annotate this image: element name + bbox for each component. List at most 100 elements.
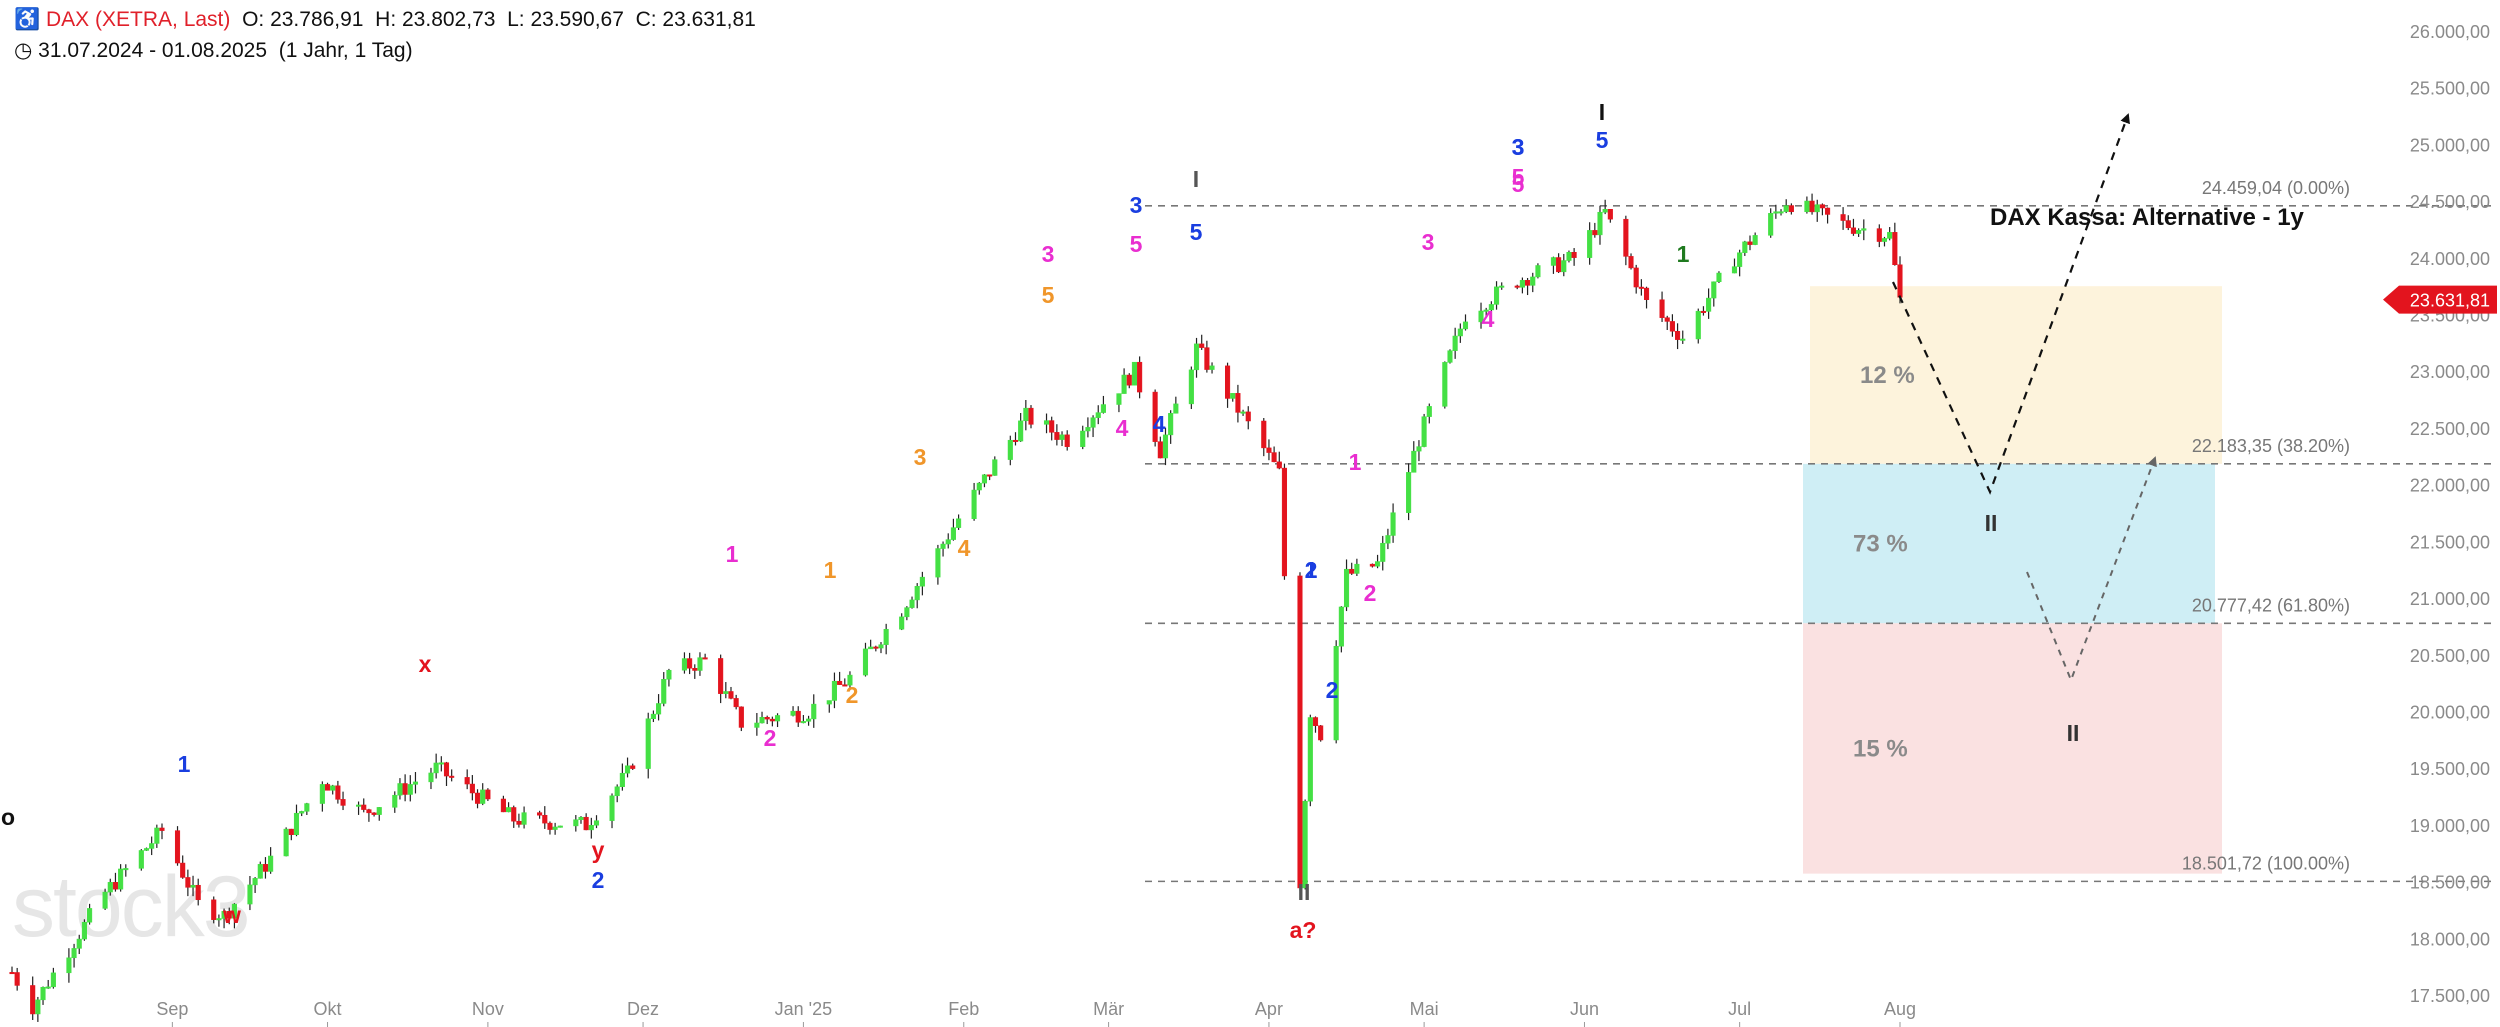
wave-label: a? (1290, 917, 1317, 943)
candle (1633, 267, 1639, 288)
candle (754, 722, 760, 728)
y-tick-label: 20.000,00 (2410, 702, 2490, 722)
wave-label: 4 (1153, 411, 1166, 437)
candle (1623, 218, 1629, 257)
candle (899, 616, 905, 630)
candle (412, 781, 419, 785)
candle (862, 648, 869, 676)
candle (1695, 310, 1701, 340)
candle (1271, 452, 1277, 463)
candle (1561, 260, 1567, 273)
candle (1380, 542, 1386, 562)
candle (1556, 257, 1562, 273)
candle (1783, 205, 1789, 212)
candle (1809, 200, 1815, 213)
candle (149, 843, 155, 849)
candle (107, 882, 113, 893)
candle (1261, 420, 1267, 449)
candle (981, 474, 987, 484)
wave-label: 1 (824, 557, 837, 583)
candle (547, 822, 553, 830)
candle (583, 816, 589, 831)
candle (1457, 328, 1463, 337)
candle (692, 668, 698, 671)
candle (873, 646, 879, 649)
candles-icon: ♿ (14, 8, 41, 31)
candle (935, 548, 941, 578)
candle (1638, 286, 1644, 289)
candle (909, 599, 915, 608)
candle (1550, 257, 1556, 266)
candle (697, 657, 703, 671)
candle (1742, 241, 1748, 253)
date-range: 31.07.2024 - 01.08.2025 (38, 39, 268, 62)
candle (45, 986, 51, 989)
wave-label: y (592, 837, 605, 863)
candle (506, 807, 512, 813)
candle (1597, 211, 1603, 236)
x-tick-label: Apr (1255, 999, 1283, 1019)
candle (1887, 232, 1893, 239)
wave-label: 5 (1596, 127, 1609, 153)
candle (81, 921, 87, 940)
candle (593, 820, 600, 826)
candle (1276, 461, 1282, 469)
x-tick-label: Dez (627, 999, 659, 1019)
fib-label: 18.501,72 (100.00%) (2182, 853, 2350, 873)
candle (397, 783, 403, 796)
candle (645, 718, 651, 769)
candle (1675, 331, 1681, 340)
candle (1602, 209, 1608, 213)
candle (1897, 264, 1903, 298)
candle (1499, 285, 1505, 288)
candle (1312, 717, 1319, 726)
candle (1607, 209, 1613, 220)
candle (1876, 228, 1882, 242)
y-tick-label: 25.000,00 (2410, 135, 2490, 155)
candle (1193, 343, 1200, 371)
candle (1566, 252, 1572, 261)
y-tick-label: 24.500,00 (2410, 192, 2490, 212)
candle (619, 772, 625, 787)
candle (185, 877, 191, 888)
fib-label: 20.777,42 (61.80%) (2192, 595, 2350, 615)
candle (231, 903, 237, 919)
candle (1442, 362, 1448, 407)
candle (811, 703, 817, 720)
candle (1225, 365, 1231, 399)
wave-label: I (1599, 99, 1605, 125)
candle (195, 884, 201, 901)
candle (299, 811, 305, 814)
candle (1421, 416, 1427, 447)
instrument-title: DAX (XETRA, Last) (46, 8, 231, 31)
candle (1525, 280, 1531, 286)
candle (1845, 220, 1851, 229)
candle (790, 710, 796, 716)
candle (371, 812, 377, 815)
scenario-alt-arrow (2026, 456, 2157, 683)
candle (1369, 563, 1375, 567)
wave-label: 1 (1677, 241, 1690, 267)
candle (728, 691, 734, 699)
candle (1354, 563, 1360, 574)
candle (795, 710, 801, 723)
candle (428, 772, 434, 783)
wave-label: 2 (592, 867, 605, 893)
candle (542, 814, 548, 824)
candle (1773, 211, 1779, 214)
candle (1416, 446, 1422, 452)
clock-icon: ◷ (14, 39, 33, 62)
candle (1680, 338, 1686, 341)
candle (681, 658, 687, 671)
candle (40, 987, 46, 1001)
candle (50, 972, 56, 988)
high-value: H: 23.802,73 (375, 8, 496, 31)
candle (449, 775, 455, 778)
wave-label: x (419, 651, 432, 677)
candle (1892, 232, 1898, 266)
candle (1778, 211, 1784, 214)
last-price-label: 23.631,81 (2410, 291, 2490, 311)
candle (1628, 256, 1634, 269)
candle (1012, 439, 1019, 442)
